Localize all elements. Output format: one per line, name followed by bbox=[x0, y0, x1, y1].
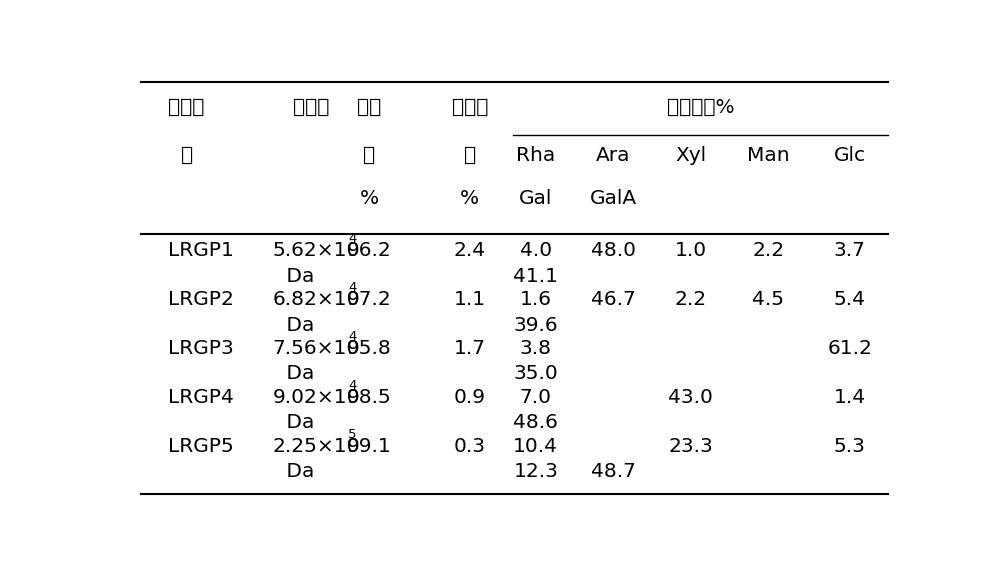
Text: 4: 4 bbox=[348, 281, 357, 294]
Text: 41.1: 41.1 bbox=[513, 267, 558, 286]
Text: 95.8: 95.8 bbox=[347, 339, 392, 358]
Text: LRGP4: LRGP4 bbox=[168, 388, 234, 407]
Text: 98.5: 98.5 bbox=[347, 388, 392, 407]
Text: %: % bbox=[460, 189, 479, 208]
Text: 量: 量 bbox=[363, 145, 375, 165]
Text: 96.2: 96.2 bbox=[347, 242, 392, 260]
Text: 糖含: 糖含 bbox=[357, 98, 381, 117]
Text: 39.6: 39.6 bbox=[513, 316, 558, 335]
Text: Da: Da bbox=[280, 462, 314, 481]
Text: 46.7: 46.7 bbox=[591, 290, 636, 309]
Text: 2.4: 2.4 bbox=[454, 242, 486, 260]
Text: 7.0: 7.0 bbox=[520, 388, 552, 407]
Text: 2.25×10: 2.25×10 bbox=[272, 437, 360, 456]
Text: 9.02×10: 9.02×10 bbox=[272, 388, 360, 407]
Text: 97.2: 97.2 bbox=[347, 290, 392, 309]
Text: Gal: Gal bbox=[519, 189, 552, 208]
Text: 4: 4 bbox=[348, 330, 357, 343]
Text: 糖基组成%: 糖基组成% bbox=[667, 98, 734, 117]
Text: Da: Da bbox=[280, 413, 314, 432]
Text: LRGP5: LRGP5 bbox=[168, 437, 233, 456]
Text: %: % bbox=[360, 189, 379, 208]
Text: 2.2: 2.2 bbox=[752, 242, 784, 260]
Text: 分子量: 分子量 bbox=[293, 98, 329, 117]
Text: 1.4: 1.4 bbox=[834, 388, 866, 407]
Text: 1.7: 1.7 bbox=[454, 339, 486, 358]
Text: 5.62×10: 5.62×10 bbox=[272, 242, 360, 260]
Text: 量: 量 bbox=[464, 145, 476, 165]
Text: 48.6: 48.6 bbox=[513, 413, 558, 432]
Text: 43.0: 43.0 bbox=[668, 388, 713, 407]
Text: 2.2: 2.2 bbox=[675, 290, 707, 309]
Text: 1.1: 1.1 bbox=[454, 290, 486, 309]
Text: 1.6: 1.6 bbox=[520, 290, 552, 309]
Text: 3.7: 3.7 bbox=[834, 242, 866, 260]
Text: 4.0: 4.0 bbox=[520, 242, 552, 260]
Text: 分: 分 bbox=[181, 145, 193, 165]
Text: 5: 5 bbox=[348, 427, 357, 440]
Text: 48.0: 48.0 bbox=[591, 242, 636, 260]
Text: LRGP2: LRGP2 bbox=[168, 290, 234, 309]
Text: 0.3: 0.3 bbox=[454, 437, 486, 456]
Text: 7.56×10: 7.56×10 bbox=[272, 339, 360, 358]
Text: Da: Da bbox=[280, 365, 314, 383]
Text: Ara: Ara bbox=[596, 145, 631, 165]
Text: 35.0: 35.0 bbox=[513, 365, 558, 383]
Text: 4: 4 bbox=[348, 232, 357, 245]
Text: 23.3: 23.3 bbox=[668, 437, 713, 456]
Text: 多糖组: 多糖组 bbox=[168, 98, 204, 117]
Text: Rha: Rha bbox=[516, 145, 555, 165]
Text: 1.0: 1.0 bbox=[675, 242, 707, 260]
Text: LRGP1: LRGP1 bbox=[168, 242, 234, 260]
Text: 0.9: 0.9 bbox=[454, 388, 486, 407]
Text: 10.4: 10.4 bbox=[513, 437, 558, 456]
Text: 4: 4 bbox=[348, 379, 357, 392]
Text: LRGP3: LRGP3 bbox=[168, 339, 233, 358]
Text: Xyl: Xyl bbox=[675, 145, 706, 165]
Text: 5.3: 5.3 bbox=[834, 437, 866, 456]
Text: 61.2: 61.2 bbox=[827, 339, 872, 358]
Text: 12.3: 12.3 bbox=[513, 462, 558, 481]
Text: 48.7: 48.7 bbox=[591, 462, 636, 481]
Text: 99.1: 99.1 bbox=[347, 437, 392, 456]
Text: GalA: GalA bbox=[590, 189, 637, 208]
Text: Da: Da bbox=[280, 316, 314, 335]
Text: Man: Man bbox=[747, 145, 790, 165]
Text: 6.82×10: 6.82×10 bbox=[272, 290, 360, 309]
Text: Glc: Glc bbox=[834, 145, 866, 165]
Text: 5.4: 5.4 bbox=[834, 290, 866, 309]
Text: 蛋白含: 蛋白含 bbox=[452, 98, 488, 117]
Text: 4.5: 4.5 bbox=[752, 290, 784, 309]
Text: Da: Da bbox=[280, 267, 314, 286]
Text: 3.8: 3.8 bbox=[520, 339, 552, 358]
